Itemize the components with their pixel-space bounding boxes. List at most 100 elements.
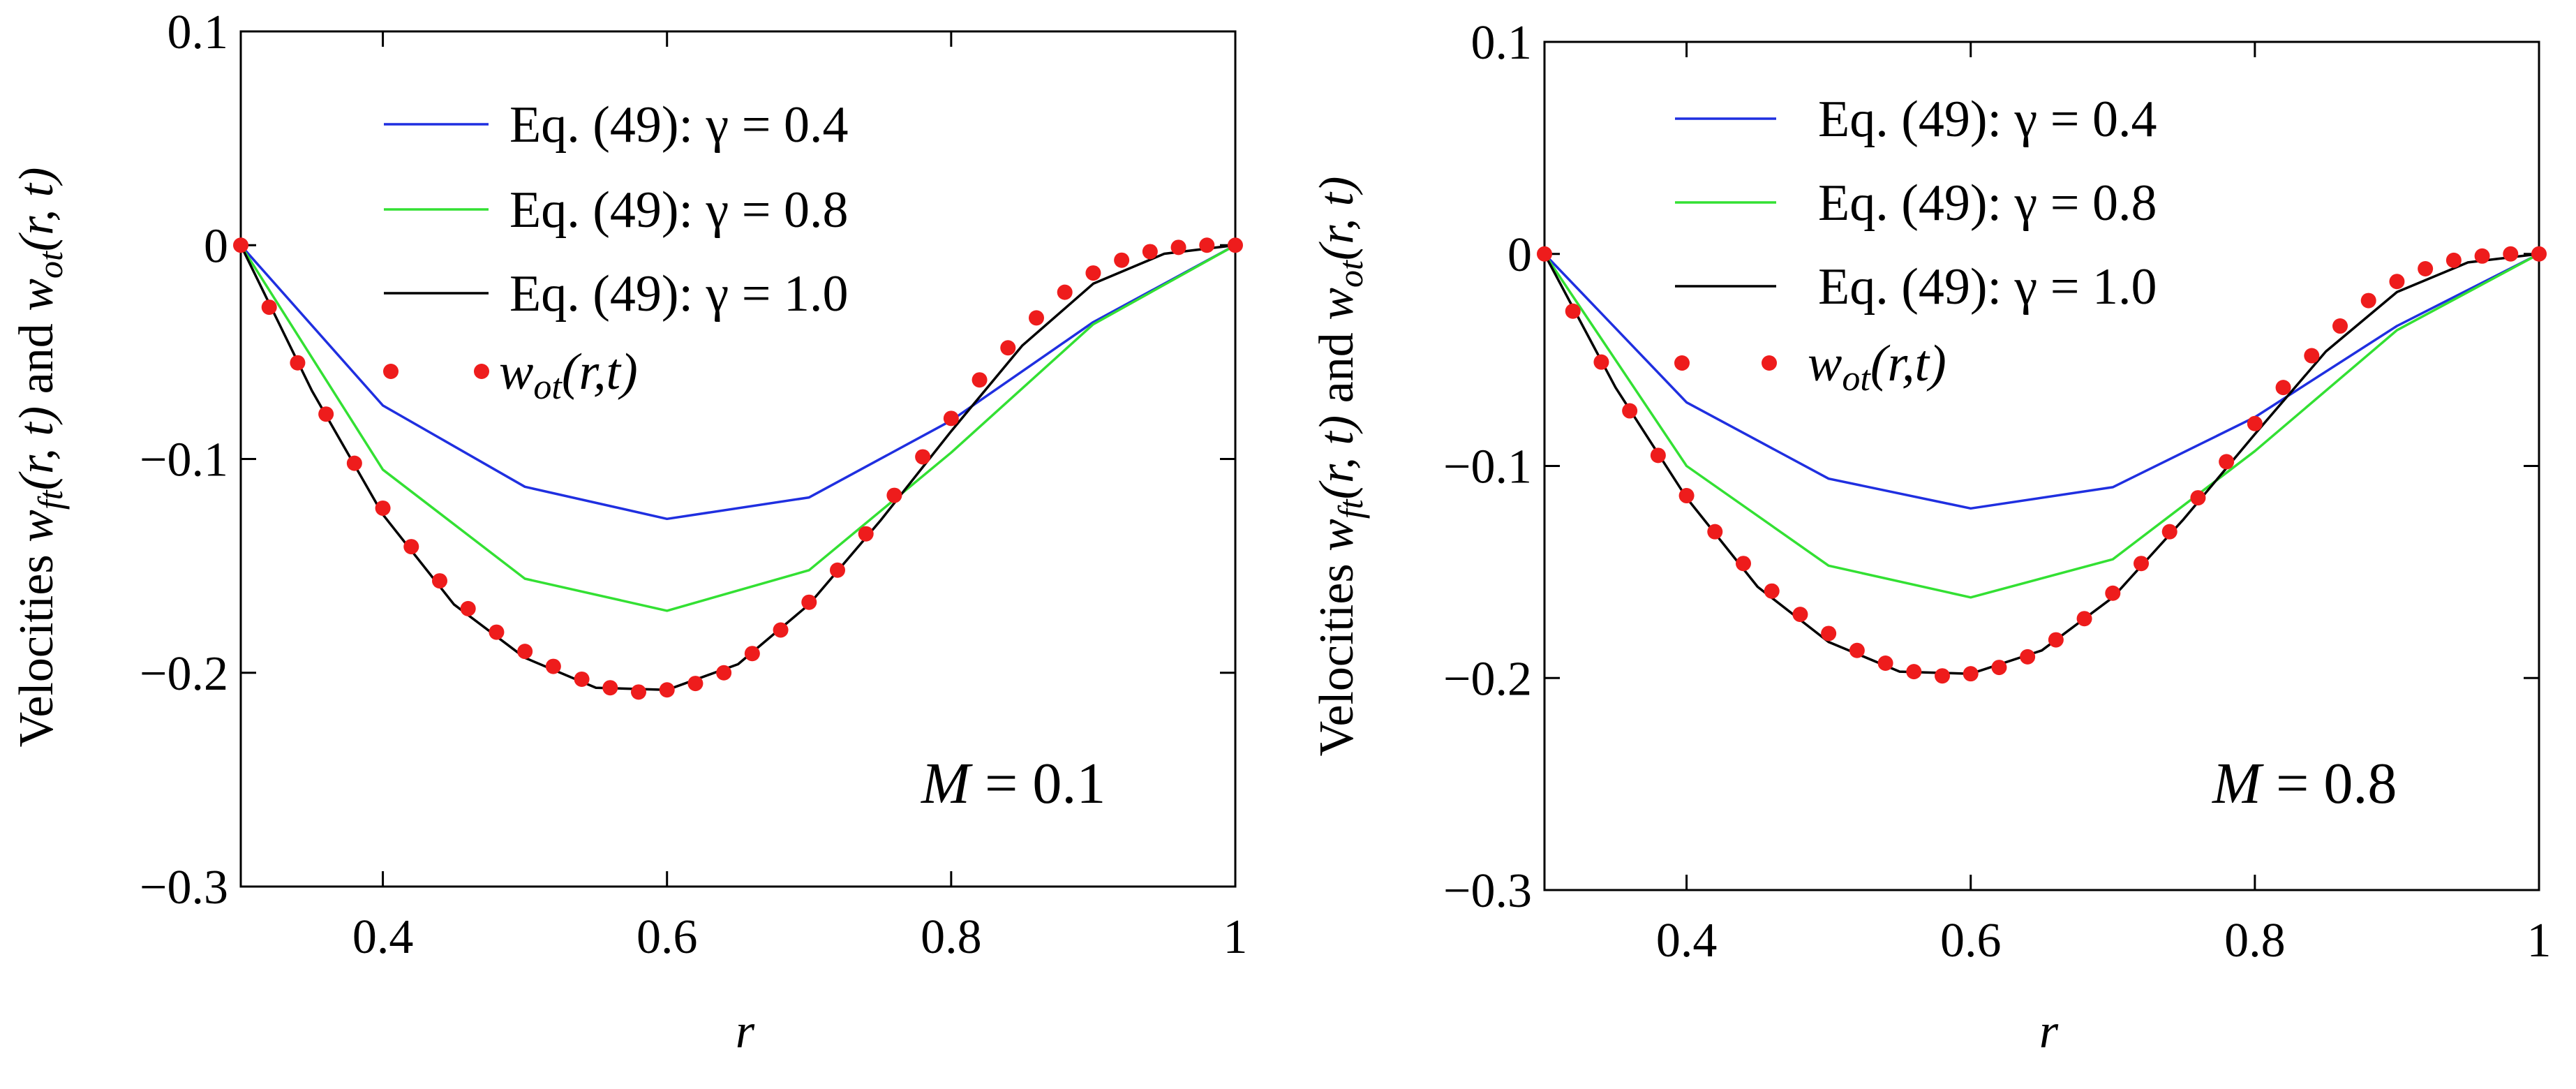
legend-label-2: Eq. (49): γ = 1.0 [509,265,848,323]
legend-label-3: wot(r,t) [1808,335,1946,399]
legend-marker-dot [1762,355,1777,371]
series-marker-point [1991,660,2007,676]
series-marker-point [631,684,646,700]
series-marker-point [2076,611,2092,627]
x-tick-label: 0.6 [636,910,698,964]
y-tick-label: −0.2 [140,647,228,701]
series-marker-point [943,410,959,427]
series-marker-point [460,600,476,616]
y-tick-label: 0 [204,219,228,273]
series-marker-point [1170,239,1186,255]
series-marker-point [1593,354,1609,370]
series-marker-point [290,355,306,371]
series-marker-point [1935,668,1950,684]
series-marker-point [2190,490,2206,506]
series-marker-point [1650,447,1666,464]
series-marker-point [1849,642,1865,658]
series-marker-point [1906,664,1922,680]
legend-label-2: Eq. (49): γ = 1.0 [1818,258,2157,316]
series-marker-point [2474,248,2490,264]
series-marker-point [2134,556,2149,572]
legend-label-1: Eq. (49): γ = 0.8 [509,182,848,239]
legend-label-0: Eq. (49): γ = 0.4 [509,96,848,154]
legend-marker-dot [383,364,399,379]
series-marker-point [1707,524,1723,540]
series-marker-point [716,665,732,681]
series-marker-point [1142,244,1158,260]
series-marker-point [1877,655,1893,671]
series-marker-point [1622,403,1638,419]
series-marker-point [1228,237,1243,253]
series-marker-point [915,449,931,465]
series-marker-point [2247,415,2263,431]
series-marker-point [233,237,248,253]
series-line-0 [239,244,1236,521]
y-tick-label: −0.1 [140,434,228,487]
series-marker-point [744,646,760,662]
x-tick-label: 0.8 [2224,914,2286,968]
series-marker-point [2275,380,2291,396]
series-marker-point [2304,348,2320,364]
y-axis-label: Velocities wft(r, t) and wot(r, t) [1310,177,1370,757]
series-marker-point [2360,292,2376,309]
series-marker-point [489,624,505,640]
series-marker-point [801,594,817,610]
series-marker-point [545,658,561,674]
series-marker-point [1963,666,1979,682]
series-marker-point [2332,318,2348,334]
series-marker-point [1821,625,1837,642]
series-marker-point [659,682,675,698]
legend-marker-dot [474,364,489,379]
series-marker-point [1085,265,1101,281]
series-marker-point [773,622,789,638]
y-tick-label: −0.1 [1443,440,1532,494]
series-marker-point [1764,583,1780,599]
series-marker-point [602,680,618,696]
series-marker-point [346,455,362,471]
series-line-1 [239,244,1236,612]
x-tick-label: 0.6 [1940,914,2002,968]
series-marker-point [375,500,391,516]
series-marker-point [1057,284,1073,300]
series-marker-point [858,526,874,542]
series-marker-point [2503,246,2519,262]
series-marker-point [2389,274,2405,290]
chart-panel-m01: 0.1 0 −0.1 −0.2 −0.3 0.4 0.6 0.8 1 r Velocities wf… [10,6,1248,1058]
legend-label-3: wot(r,t) [499,343,638,407]
x-tick-label: 0.4 [352,910,414,964]
series-marker-point [517,644,533,660]
x-tick-label: 0.8 [921,910,982,964]
series-marker-point [1000,340,1016,356]
series-marker-point [971,372,988,388]
series-line-2 [1543,253,2540,675]
series-marker-point [830,562,845,578]
series-marker-point [1736,556,1751,572]
series-marker-point [2418,261,2434,277]
legend-label-1: Eq. (49): γ = 0.8 [1818,175,2157,232]
y-tick-label: 0.1 [1471,16,1533,70]
series-marker-point [403,539,419,555]
chart-panel-m08: 0.1 0 −0.1 −0.2 −0.3 0.4 0.6 0.8 1 r Velocities wf… [1310,16,2552,1058]
series-marker-point [886,487,902,503]
series-marker-point [1114,252,1130,268]
legend-label-0: Eq. (49): γ = 0.4 [1818,91,2157,148]
series-marker-point [2531,246,2547,262]
series-marker-point [432,573,447,589]
series-marker-point [1199,237,1215,253]
x-tick-label: 1 [1223,910,1248,964]
series-marker-point [687,676,703,692]
x-axis-label: r [2039,1005,2059,1058]
legend-marker-dot [1674,355,1690,371]
series-line-1 [1543,253,2540,599]
series-marker-point [1678,488,1695,504]
series-marker-point [2105,585,2121,601]
x-tick-label: 1 [2527,914,2552,968]
annotation-m: M = 0.1 [921,751,1105,816]
series-marker-point [2048,632,2064,648]
x-tick-label: 0.4 [1656,914,1718,968]
y-tick-label: 0 [1507,228,1532,282]
series-marker-point [574,671,590,687]
annotation-m: M = 0.8 [2212,751,2397,816]
y-axis-label: Velocities wft(r, t) and wot(r, t) [10,168,70,748]
